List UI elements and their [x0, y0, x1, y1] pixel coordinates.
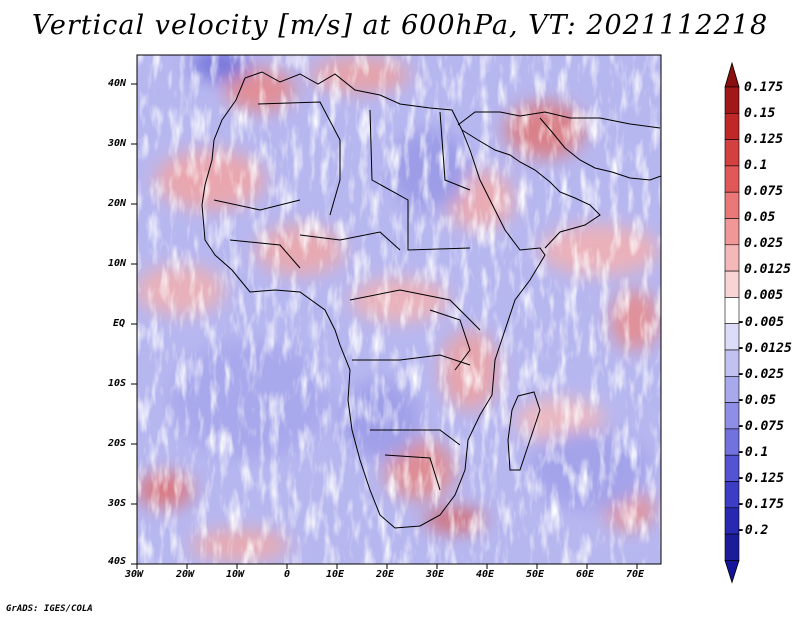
colorbar-swatch — [724, 191, 740, 219]
colorbar-swatch — [724, 270, 740, 298]
lon-label: 50E — [526, 569, 545, 580]
lat-label: EQ — [113, 318, 126, 329]
lon-label: 10E — [326, 569, 345, 580]
colorbar-label: 0.175 — [744, 80, 784, 95]
colorbar-swatch — [724, 165, 740, 193]
colorbar-label: -0.05 — [737, 393, 777, 408]
colorbar-label: 0.005 — [744, 288, 784, 303]
lat-label: 10S — [108, 378, 127, 389]
lon-label: 70E — [626, 569, 645, 580]
colorbar-label: 0.05 — [744, 210, 776, 225]
colorbar-label: -0.025 — [737, 367, 784, 382]
colorbar-label: 0.025 — [744, 236, 784, 251]
colorbar-label: -0.005 — [737, 315, 784, 330]
velocity-field — [137, 55, 661, 564]
colorbar-top-arrow — [724, 61, 740, 88]
colorbar-label: 0.0125 — [744, 262, 791, 277]
colorbar-label: 0.125 — [744, 132, 784, 147]
lon-label: 10W — [226, 569, 245, 580]
lon-label: 60E — [576, 569, 595, 580]
lon-label: 20W — [176, 569, 195, 580]
chart-title: Vertical velocity [m/s] at 600hPa, VT: 2… — [31, 10, 769, 41]
colorbar-label: 0.075 — [744, 184, 784, 199]
colorbar-label: 0.15 — [744, 106, 776, 121]
coastlines — [201, 71, 661, 529]
colorbar-label: -0.075 — [737, 419, 784, 434]
colorbar-label: 0.1 — [744, 158, 768, 173]
lat-label: 20S — [108, 438, 127, 449]
axis-ticks — [131, 83, 638, 569]
lon-label: 30W — [125, 569, 144, 580]
colorbar-swatch — [724, 533, 740, 561]
colorbar-swatch — [724, 86, 740, 114]
lat-label: 20N — [108, 198, 127, 209]
lon-label: 0 — [284, 569, 291, 580]
lon-label: 20E — [376, 569, 395, 580]
lat-label: 10N — [108, 258, 127, 269]
colorbar-label: -0.0125 — [737, 341, 792, 356]
colorbar-label: -0.2 — [737, 523, 769, 538]
colorbar-swatch — [724, 139, 740, 167]
colorbar-swatch — [724, 113, 740, 140]
colorbar-label: -0.175 — [737, 497, 784, 512]
lon-label: 40E — [476, 569, 495, 580]
colorbar-label: -0.1 — [737, 445, 769, 460]
colorbar-swatch — [724, 244, 740, 272]
lat-label: 30N — [108, 138, 127, 149]
colorbar-label: -0.125 — [737, 471, 784, 486]
lon-label: 30E — [426, 569, 445, 580]
colorbar-swatch — [724, 218, 740, 246]
colorbar-bottom-arrow — [724, 560, 740, 584]
lat-label: 40N — [108, 78, 127, 89]
credit-text: GrADS: IGES/COLA — [6, 604, 93, 614]
lat-label: 30S — [108, 498, 127, 509]
lat-label: 40S — [108, 556, 127, 567]
colorbar — [724, 61, 740, 584]
